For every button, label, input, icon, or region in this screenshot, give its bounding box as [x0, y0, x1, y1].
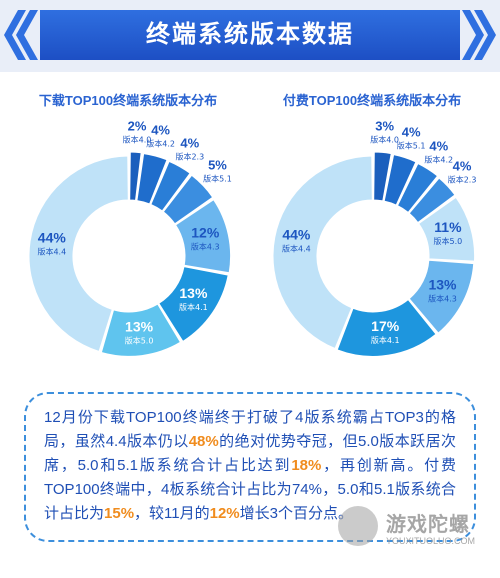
pie-slice: [100, 303, 182, 357]
pie-value-label: 4%: [402, 125, 421, 140]
pie-value-label: 2%: [128, 118, 147, 133]
pie-value-label: 4%: [453, 158, 472, 173]
pie-category-label: 版本4.2: [146, 139, 175, 149]
pie-slice: [383, 154, 417, 206]
page-title: 终端系统版本数据: [146, 21, 354, 48]
chevron-right-icon: [462, 10, 496, 60]
pie-slice: [408, 259, 475, 334]
pie-slice: [150, 160, 191, 212]
pie-category-label: 版本5.0: [125, 335, 154, 345]
watermark: 游戏陀螺 YOUXITUOLUO.COM: [338, 500, 488, 560]
note-highlight-2: 18%: [291, 457, 322, 474]
pie-category-label: 版本4.4: [282, 243, 311, 253]
pie-slice: [336, 298, 437, 357]
pie-value-label: 12%: [191, 225, 220, 241]
note-text-5: 增长3个百分点。: [239, 505, 353, 522]
paid-donut-chart: 3%版本4.04%版本5.1 4%版本4.2 4%版本2.311%版本5.013%版…: [272, 119, 477, 357]
pie-slice: [418, 196, 476, 262]
pie-slice: [129, 151, 142, 201]
pie-category-label: 版本5.1: [203, 174, 232, 184]
chart-title-download: 下载TOP100终端系统版本分布: [38, 93, 218, 108]
pie-category-label: 版本2.3: [175, 151, 204, 161]
pie-category-label: 版本5.0: [434, 236, 463, 246]
pie-category-label: 版本2.3: [448, 174, 477, 184]
watermark-name: 游戏陀螺: [386, 514, 470, 536]
pie-category-label: 版本4.4: [37, 247, 66, 257]
pie-slice: [396, 162, 439, 214]
pie-value-label: 5%: [208, 158, 227, 173]
pie-value-label: 4%: [180, 135, 199, 150]
pie-value-label: 3%: [375, 119, 394, 134]
pie-value-label: 17%: [371, 318, 400, 334]
chart-title-paid: 付费TOP100终端系统版本分布: [282, 93, 462, 108]
pie-value-label: 44%: [282, 226, 311, 242]
note-highlight-4: 12%: [209, 505, 240, 522]
pie-slice: [272, 155, 373, 350]
banner-bar: [40, 10, 460, 60]
download-donut-chart: 2%版本4.04%版本4.2 4%版本2.35%版本5.112%版本4.313%版…: [28, 118, 232, 357]
pie-category-label: 版本4.3: [191, 242, 220, 252]
chevron-left-icon: [4, 10, 38, 60]
pie-slice: [162, 174, 214, 225]
header-banner: 终端系统版本数据: [0, 0, 500, 72]
pie-slice: [136, 153, 168, 205]
pie-category-label: 版本4.1: [179, 302, 208, 312]
pie-value-label: 13%: [428, 276, 457, 292]
gyroscope-logo-icon: [338, 506, 378, 546]
pie-category-label: 版本4.2: [424, 154, 453, 164]
note-highlight-3: 15%: [104, 505, 135, 522]
pie-value-label: 13%: [179, 285, 208, 301]
pie-slice: [158, 266, 229, 343]
note-text-2: 的绝对优势夺冠，但5.0版本跃居次席，5.0和5.1版系统合计占比达到: [44, 433, 456, 474]
pie-value-label: 44%: [38, 230, 67, 246]
note-text-3: ，再创新高。付费TOP100终端中，4板系统合计占比为74%，5.0和5.1版系…: [44, 457, 456, 522]
pie-category-label: 版本5.1: [397, 141, 426, 151]
pie-value-label: 11%: [434, 219, 462, 235]
pie-category-label: 版本4.0: [123, 134, 152, 144]
note-highlight-1: 48%: [188, 433, 219, 450]
pie-category-label: 版本4.1: [371, 335, 400, 345]
note-text-1: 12月份下载TOP100终端终于打破了4版系统霸占TOP3的格局，虽然4.4版本…: [44, 409, 456, 450]
pie-category-label: 版本4.0: [370, 135, 399, 145]
pie-value-label: 4%: [151, 123, 170, 138]
pie-slice: [408, 177, 456, 224]
pie-category-label: 版本4.3: [428, 293, 457, 303]
watermark-url: YOUXITUOLUO.COM: [386, 536, 476, 546]
note-text-4: ，较11月的: [134, 505, 210, 522]
pie-slice: [28, 155, 129, 353]
pie-value-label: 4%: [429, 138, 448, 153]
pie-slice: [373, 151, 392, 202]
summary-note: 12月份下载TOP100终端终于打破了4版系统霸占TOP3的格局，虽然4.4版本…: [24, 392, 476, 542]
pie-value-label: 13%: [125, 318, 154, 334]
pie-slice: [174, 199, 232, 274]
